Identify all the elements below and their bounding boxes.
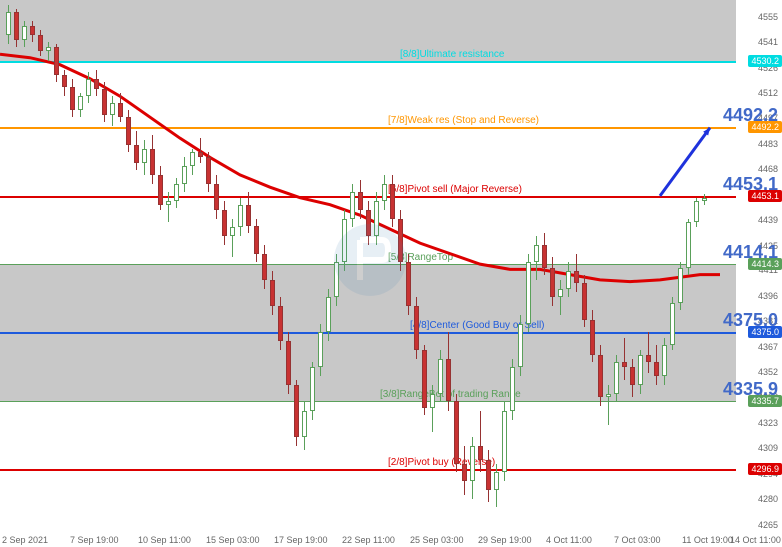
key-price-label: 4414.1 [723,242,778,263]
x-axis-tick: 2 Sep 2021 [2,535,48,545]
x-axis-tick: 4 Oct 11:00 [546,535,592,545]
chart-area: .US500Cash,H4 4452.7 4454.4 4451.4 4451.… [0,0,736,530]
y-axis-tick: 4352 [758,367,778,377]
y-axis: 4265428042944309432343384352436743814396… [736,0,782,530]
x-axis-tick: 29 Sep 19:00 [478,535,532,545]
y-axis-tick: 4512 [758,88,778,98]
y-axis-tick: 4323 [758,418,778,428]
y-axis-tick: 4439 [758,215,778,225]
y-axis-tick: 4483 [758,139,778,149]
x-axis-tick: 22 Sep 11:00 [342,535,395,545]
key-price-label: 4492.2 [723,105,778,126]
y-axis-tick: 4396 [758,291,778,301]
x-axis-tick: 15 Sep 03:00 [206,535,260,545]
x-axis-tick: 7 Sep 19:00 [70,535,119,545]
x-axis-tick: 11 Oct 19:00 [682,535,733,545]
x-axis-tick: 10 Sep 11:00 [138,535,191,545]
y-axis-tick: 4367 [758,342,778,352]
y-axis-tick: 4541 [758,37,778,47]
y-axis-tick: 4309 [758,443,778,453]
x-axis-tick: 25 Sep 03:00 [410,535,464,545]
key-price-label: 4335.9 [723,379,778,400]
x-axis-tick: 14 Oct 11:00 [730,535,781,545]
watermark-icon [330,220,410,300]
x-axis-tick: 17 Sep 19:00 [274,535,328,545]
y-axis-tick: 4280 [758,494,778,504]
y-axis-tick: 4555 [758,12,778,22]
key-price-label: 4453.1 [723,174,778,195]
price-level-tag: 4530.2 [748,55,782,67]
price-level-tag: 4296.9 [748,463,782,475]
x-axis-tick: 7 Oct 03:00 [614,535,661,545]
y-axis-tick: 4265 [758,520,778,530]
key-price-label: 4375.0 [723,310,778,331]
x-axis: 2 Sep 2021 7 Sep 19:00 10 Sep 11:00 15 Sep … [0,530,736,547]
